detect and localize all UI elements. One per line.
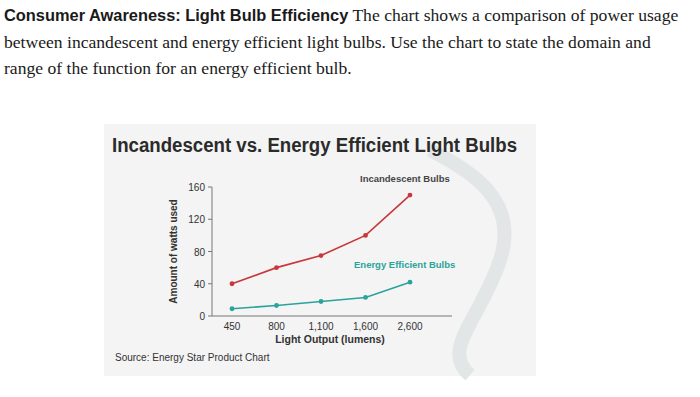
x-tick-label: 1,600 <box>353 321 378 332</box>
series-point <box>274 265 279 270</box>
x-tick-label: 1,100 <box>308 321 333 332</box>
x-axis <box>212 316 452 317</box>
series-line <box>232 195 410 284</box>
y-axis-label: Amount of watts used <box>168 199 179 303</box>
chart: Incandescent vs. Energy Efficient Light … <box>0 0 700 397</box>
y-tick <box>208 219 212 220</box>
panel <box>104 124 536 376</box>
series-point <box>230 306 235 311</box>
question: Consumer Awareness: Light Bulb Efficienc… <box>4 2 694 82</box>
y-tick <box>208 316 212 317</box>
series-line <box>232 282 410 309</box>
y-tick-label: 40 <box>194 279 206 290</box>
series-point <box>408 280 413 285</box>
series-point <box>363 233 368 238</box>
y-tick-label: 80 <box>194 247 206 258</box>
x-tick-label: 800 <box>268 321 285 332</box>
x-tick-label: 2,600 <box>397 321 422 332</box>
question-title: Consumer Awareness: Light Bulb Efficienc… <box>4 6 348 24</box>
series-point <box>319 253 324 258</box>
series-label: Incandescent Bulbs <box>360 173 450 184</box>
source: Source: Energy Star Product Chart <box>115 352 270 363</box>
y-tick-label: 0 <box>199 311 205 322</box>
x-tick-label: 450 <box>224 321 241 332</box>
chart-title: Incandescent vs. Energy Efficient Light … <box>112 134 517 156</box>
series-point <box>408 193 413 198</box>
y-tick-label: 160 <box>188 182 205 193</box>
x-axis-label: Light Output (lumens) <box>275 333 385 345</box>
plot-area <box>230 193 413 311</box>
y-tick <box>208 251 212 252</box>
series-point <box>274 303 279 308</box>
series-point <box>230 281 235 286</box>
y-tick <box>208 187 212 188</box>
series-point <box>363 295 368 300</box>
y-tick <box>208 283 212 284</box>
series-point <box>319 299 324 304</box>
series-label: Energy Efficient Bulbs <box>354 259 455 270</box>
y-tick-label: 120 <box>188 214 205 225</box>
